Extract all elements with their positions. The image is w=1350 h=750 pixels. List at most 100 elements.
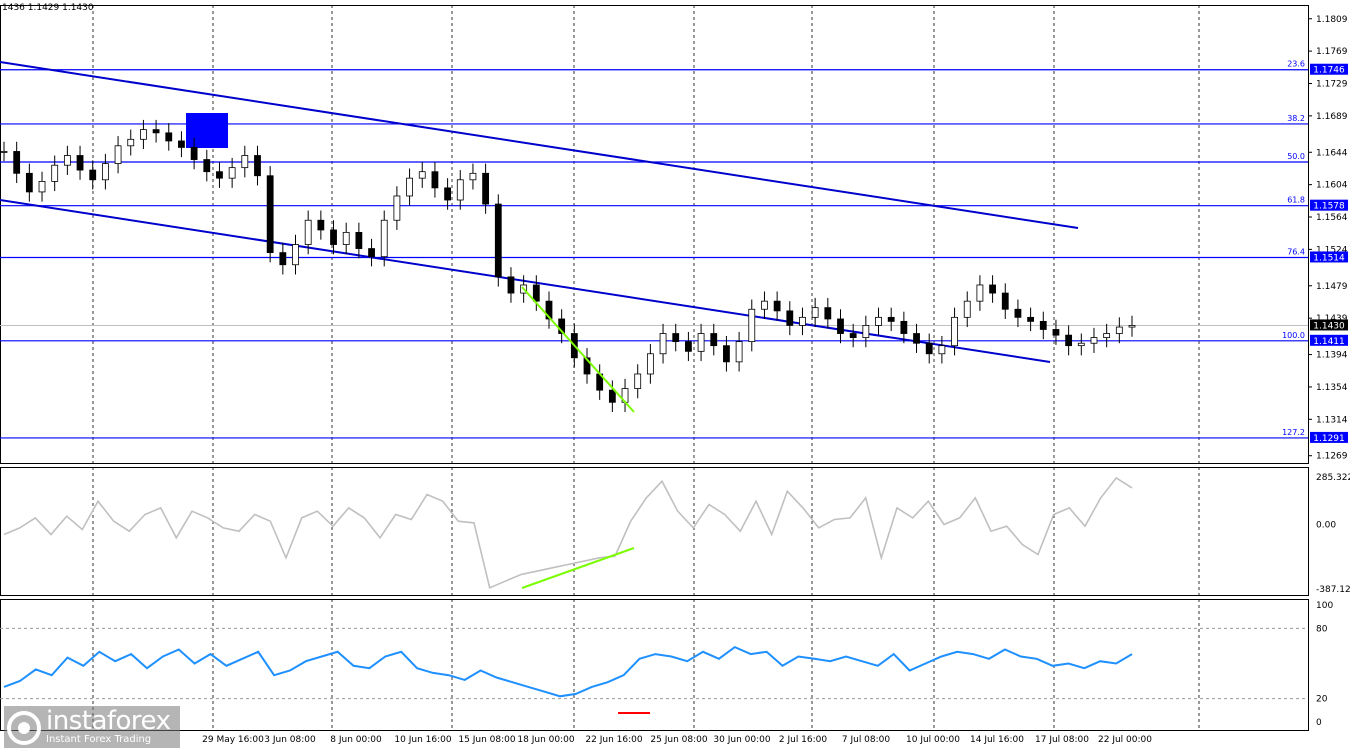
candle-body	[925, 342, 933, 355]
candle-body	[342, 231, 350, 245]
candle-body	[685, 341, 692, 352]
candle-body	[178, 140, 185, 148]
candle-body	[672, 333, 680, 343]
time-tick-label: 15 Jun 08:00	[458, 735, 515, 745]
fib-price-label: 1.1291	[1313, 434, 1345, 444]
channel-upper-line	[0, 61, 1079, 229]
candle-body	[279, 252, 287, 266]
candle-body	[799, 316, 806, 326]
rsi-tick-label: 20	[1316, 695, 1328, 705]
time-tick-label: 25 Jun 08:00	[650, 735, 707, 745]
fib-price-box	[1310, 251, 1348, 263]
candle-body	[140, 129, 147, 140]
time-tick-label: 18 Jun 00:00	[517, 735, 574, 745]
fib-level-percent: 23.6	[1287, 60, 1305, 69]
candle-body	[532, 284, 540, 302]
fib-level-percent: 127.2	[1282, 428, 1305, 437]
price-panel: 23.6 38.2 50.0 61.8 76.4 100.0 127.2	[0, 60, 1308, 439]
candle-body	[558, 318, 566, 334]
ohlc-readout: 1436 1.1429 1.1430	[2, 3, 94, 13]
candle-body	[1115, 326, 1123, 334]
fib-level-percent: 100.0	[1282, 331, 1305, 340]
candle-body	[368, 248, 375, 258]
candle-body	[190, 147, 198, 160]
candle-body	[0, 151, 8, 153]
candle-body	[761, 300, 768, 310]
price-tick-label: 1.1394	[1316, 351, 1348, 361]
candle-body	[646, 353, 654, 375]
brand-name: instaforex	[46, 706, 171, 736]
candle-body	[913, 333, 920, 344]
candle-body	[469, 172, 477, 181]
channel-lower-line	[0, 199, 1051, 363]
price-tick-label: 1.1564	[1316, 213, 1348, 223]
candle-body	[659, 333, 667, 355]
candle-body	[355, 231, 363, 249]
rsi-frame	[0, 599, 1309, 731]
candle-body	[824, 307, 832, 320]
candle-body	[317, 219, 325, 231]
candle-body	[976, 284, 984, 302]
candle-body	[900, 320, 908, 334]
candle-body	[545, 300, 553, 320]
candle-body	[241, 155, 249, 169]
candle-body	[292, 244, 299, 266]
price-tick-label: 1.1689	[1316, 112, 1348, 122]
candle-body	[152, 129, 160, 134]
fib-price-label: 1.1746	[1313, 66, 1345, 76]
price-frame	[0, 5, 1309, 464]
candle-body	[418, 171, 426, 179]
candle-body	[1103, 333, 1111, 338]
candle-body	[875, 316, 882, 326]
candle-body	[38, 181, 46, 193]
rsi-tick-label: 0	[1316, 718, 1322, 728]
candle-body	[1039, 320, 1047, 330]
price-tick-label: 1.1269	[1316, 452, 1348, 462]
candle-body	[811, 307, 819, 318]
candle-body	[456, 179, 464, 201]
time-tick-label: 7 Jul 08:00	[842, 735, 891, 745]
candle-body	[1052, 329, 1060, 336]
time-tick-label: 14 Jul 16:00	[970, 735, 1024, 745]
cci-tick-label: -387.1290	[1316, 585, 1350, 595]
instaforex-logo-icon	[7, 711, 41, 745]
fib-price-box	[1310, 334, 1348, 346]
chart-grid	[0, 5, 1309, 731]
time-tick-label: 22 Jun 16:00	[585, 735, 642, 745]
candle-body	[203, 159, 211, 173]
brand-tagline: Instant Forex Trading	[46, 734, 152, 745]
fib-price-box	[1310, 199, 1348, 211]
price-tick-label: 1.1644	[1316, 148, 1348, 158]
time-tick-label: 17 Jul 08:00	[1035, 735, 1089, 745]
candle-body	[13, 151, 21, 174]
candle-body	[507, 276, 515, 294]
cci-panel	[3, 476, 1133, 589]
fib-level-percent: 76.4	[1287, 247, 1305, 256]
fib-level-percent: 38.2	[1287, 114, 1305, 123]
candle-body	[1065, 334, 1073, 347]
cci-tick-label: 285.322	[1316, 473, 1350, 483]
candle-body	[989, 284, 996, 294]
price-tick-label: 1.1439	[1316, 314, 1348, 324]
divergence-line-price	[521, 286, 635, 413]
candle-body	[963, 300, 971, 318]
candle-body	[786, 310, 794, 326]
candle-body	[1128, 325, 1136, 328]
candle-body	[938, 345, 946, 355]
candle-body	[951, 316, 958, 347]
fib-price-label: 1.1578	[1313, 202, 1345, 212]
price-tick-label: 1.1604	[1316, 181, 1348, 191]
candle-body	[216, 171, 223, 179]
rsi-line	[3, 645, 1133, 698]
candle-body	[849, 333, 857, 338]
watermark: instaforex Instant Forex Trading	[6, 706, 180, 748]
candle-body	[76, 155, 84, 171]
candle-body	[773, 300, 781, 312]
time-tick-label: 22 Jul 00:00	[1098, 735, 1152, 745]
cci-frame	[0, 467, 1309, 596]
candle-body	[710, 333, 718, 347]
divergence-line-cci	[521, 547, 635, 589]
cci-line	[3, 476, 1133, 589]
fib-level-percent: 61.8	[1287, 196, 1305, 205]
candle-body	[837, 318, 844, 334]
